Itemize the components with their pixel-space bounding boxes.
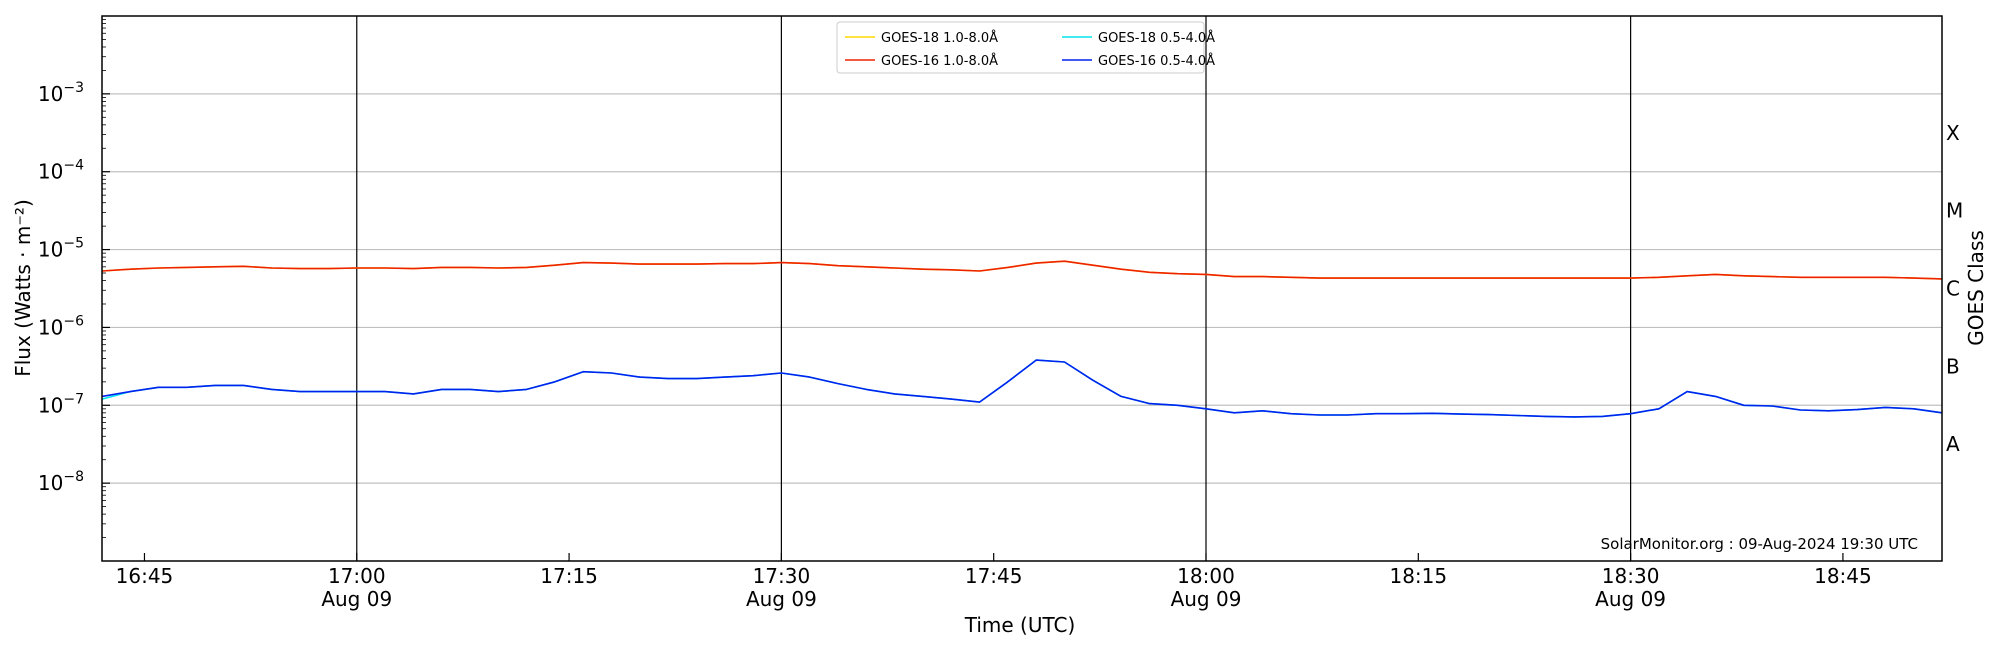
x-axis-title: Time (UTC) xyxy=(964,613,1076,637)
y2-axis-title: GOES Class xyxy=(1964,230,1988,346)
goes-class-label: X xyxy=(1946,121,1960,145)
x-tick-label: 17:30 xyxy=(753,564,811,588)
y-tick-label: 10−8 xyxy=(38,469,84,495)
x-tick-label: 18:30 xyxy=(1602,564,1660,588)
x-tick-label: 18:45 xyxy=(1814,564,1872,588)
y-axis-title: Flux (Watts · m⁻²) xyxy=(11,199,35,377)
goes-class-label: M xyxy=(1946,199,1963,223)
series-line-2 xyxy=(101,260,1943,280)
y-tick-label: 10−4 xyxy=(38,158,84,184)
x-tick-label: 17:45 xyxy=(965,564,1023,588)
goes-class-label: A xyxy=(1946,432,1960,456)
y-tick-label: 10−5 xyxy=(38,236,84,262)
x-tick-date: Aug 09 xyxy=(746,587,817,611)
legend-label: GOES-16 1.0-8.0Å xyxy=(881,53,998,69)
legend-entries: GOES-18 1.0-8.0Å GOES-18 0.5-4.0Å GOES-16 … xyxy=(845,30,1215,69)
series-line-1 xyxy=(101,359,1943,418)
goes-class-label: B xyxy=(1946,354,1960,378)
x-tick-label: 17:15 xyxy=(540,564,598,588)
y-tick-label: 10−6 xyxy=(38,313,84,339)
y-tick-label: 10−3 xyxy=(38,80,84,106)
legend: GOES-18 1.0-8.0Å GOES-18 0.5-4.0Å GOES-16 … xyxy=(836,21,1215,74)
legend-label: GOES-18 0.5-4.0Å xyxy=(1098,30,1215,46)
watermark: SolarMonitor.org : 09-Aug-2024 19:30 UTC xyxy=(1601,535,1918,553)
x-tick-label: 17:00 xyxy=(328,564,386,588)
legend-box xyxy=(836,21,1205,74)
goes-class-label: C xyxy=(1946,277,1960,301)
plot-frame xyxy=(101,15,1943,562)
x-tick-label: 18:15 xyxy=(1389,564,1447,588)
x-tick-label: 18:00 xyxy=(1177,564,1235,588)
legend-label: GOES-18 1.0-8.0Å xyxy=(881,30,998,46)
x-tick-date: Aug 09 xyxy=(1595,587,1666,611)
legend-label: GOES-16 0.5-4.0Å xyxy=(1098,53,1215,69)
x-tick-date: Aug 09 xyxy=(321,587,392,611)
grid-layer xyxy=(102,16,1942,561)
series-line-3 xyxy=(101,359,1943,418)
x-tick-date: Aug 09 xyxy=(1171,587,1242,611)
y-tick-label: 10−7 xyxy=(38,391,84,417)
x-tick-label: 16:45 xyxy=(116,564,174,588)
series-layer xyxy=(101,260,1943,418)
